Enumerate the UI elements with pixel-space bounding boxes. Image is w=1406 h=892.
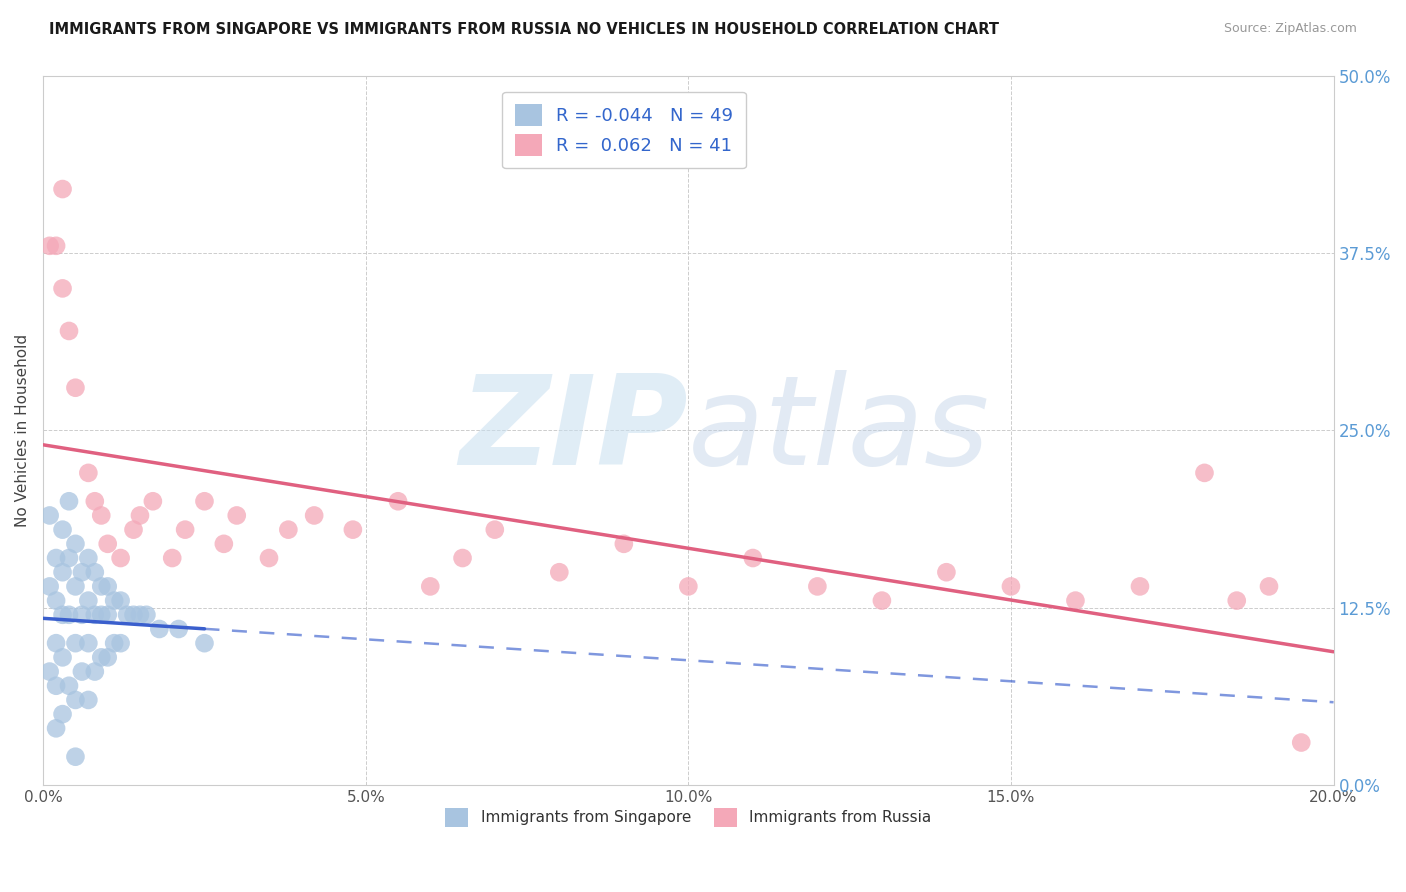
Point	[257, 551, 280, 566]
Point	[51, 182, 73, 196]
Point	[90, 607, 112, 622]
Text: atlas: atlas	[689, 370, 990, 491]
Point	[83, 665, 105, 679]
Point	[1258, 579, 1281, 593]
Point	[277, 523, 299, 537]
Point	[148, 622, 170, 636]
Point	[1000, 579, 1022, 593]
Point	[83, 494, 105, 508]
Point	[129, 607, 152, 622]
Point	[58, 551, 80, 566]
Point	[51, 566, 73, 580]
Text: Source: ZipAtlas.com: Source: ZipAtlas.com	[1223, 22, 1357, 36]
Point	[129, 508, 152, 523]
Point	[122, 523, 145, 537]
Point	[97, 537, 120, 551]
Point	[225, 508, 247, 523]
Legend: Immigrants from Singapore, Immigrants from Russia: Immigrants from Singapore, Immigrants fr…	[437, 800, 939, 834]
Point	[65, 636, 87, 650]
Point	[1291, 735, 1313, 749]
Point	[45, 722, 67, 736]
Point	[70, 607, 93, 622]
Point	[77, 593, 100, 607]
Point	[110, 551, 132, 566]
Point	[741, 551, 763, 566]
Point	[97, 579, 120, 593]
Point	[45, 593, 67, 607]
Point	[65, 537, 87, 551]
Point	[806, 579, 828, 593]
Point	[65, 693, 87, 707]
Point	[167, 622, 190, 636]
Point	[77, 636, 100, 650]
Point	[548, 566, 571, 580]
Point	[38, 508, 60, 523]
Point	[870, 593, 893, 607]
Point	[1129, 579, 1152, 593]
Point	[193, 636, 215, 650]
Point	[387, 494, 409, 508]
Point	[77, 466, 100, 480]
Point	[193, 494, 215, 508]
Point	[45, 551, 67, 566]
Point	[1194, 466, 1216, 480]
Point	[58, 607, 80, 622]
Point	[484, 523, 506, 537]
Point	[38, 579, 60, 593]
Text: IMMIGRANTS FROM SINGAPORE VS IMMIGRANTS FROM RUSSIA NO VEHICLES IN HOUSEHOLD COR: IMMIGRANTS FROM SINGAPORE VS IMMIGRANTS …	[49, 22, 1000, 37]
Point	[51, 650, 73, 665]
Point	[302, 508, 325, 523]
Point	[65, 381, 87, 395]
Point	[212, 537, 235, 551]
Point	[1226, 593, 1249, 607]
Point	[90, 508, 112, 523]
Point	[51, 707, 73, 722]
Point	[51, 281, 73, 295]
Point	[135, 607, 157, 622]
Point	[51, 523, 73, 537]
Point	[935, 566, 957, 580]
Point	[70, 665, 93, 679]
Point	[142, 494, 165, 508]
Point	[38, 239, 60, 253]
Text: ZIP: ZIP	[460, 370, 689, 491]
Point	[58, 324, 80, 338]
Point	[103, 593, 125, 607]
Point	[678, 579, 700, 593]
Point	[90, 579, 112, 593]
Point	[115, 607, 138, 622]
Point	[97, 650, 120, 665]
Point	[45, 239, 67, 253]
Point	[65, 749, 87, 764]
Point	[613, 537, 636, 551]
Y-axis label: No Vehicles in Household: No Vehicles in Household	[15, 334, 30, 527]
Point	[174, 523, 197, 537]
Point	[45, 636, 67, 650]
Point	[58, 494, 80, 508]
Point	[45, 679, 67, 693]
Point	[419, 579, 441, 593]
Point	[83, 566, 105, 580]
Point	[1064, 593, 1087, 607]
Point	[90, 650, 112, 665]
Point	[110, 593, 132, 607]
Point	[65, 579, 87, 593]
Point	[70, 566, 93, 580]
Point	[103, 636, 125, 650]
Point	[38, 665, 60, 679]
Point	[77, 551, 100, 566]
Point	[342, 523, 364, 537]
Point	[83, 607, 105, 622]
Point	[451, 551, 474, 566]
Point	[51, 607, 73, 622]
Point	[77, 693, 100, 707]
Point	[58, 679, 80, 693]
Point	[122, 607, 145, 622]
Point	[97, 607, 120, 622]
Point	[160, 551, 183, 566]
Point	[110, 636, 132, 650]
